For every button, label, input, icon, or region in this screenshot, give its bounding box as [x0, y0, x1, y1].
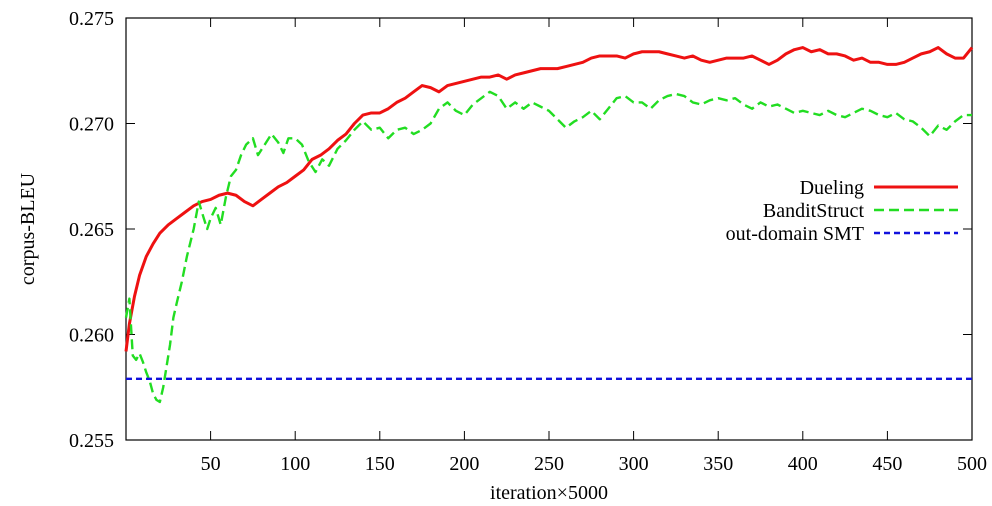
legend-label-0: Dueling — [800, 177, 864, 199]
x-tick-label: 500 — [957, 453, 987, 475]
x-tick-label: 450 — [872, 453, 902, 475]
x-tick-label: 350 — [703, 453, 733, 475]
y-tick-label: 0.270 — [69, 114, 114, 136]
legend-label-1: BanditStruct — [763, 200, 865, 222]
x-tick-label: 100 — [280, 453, 310, 475]
x-tick-label: 400 — [788, 453, 818, 475]
x-tick-label: 300 — [619, 453, 649, 475]
y-tick-label: 0.265 — [69, 219, 114, 241]
y-axis-title: corpus-BLEU — [17, 172, 39, 285]
x-axis-title: iteration×5000 — [490, 482, 608, 504]
legend-label-2: out-domain SMT — [726, 223, 864, 245]
series-line-0 — [124, 46, 974, 352]
y-tick-label: 0.255 — [69, 430, 114, 452]
tick-labels: 50 100 150 200 250 300 350 400 450 500 0.255 0.260 0… — [69, 8, 987, 475]
y-tick-label: 0.275 — [69, 8, 114, 30]
x-tick-label: 250 — [534, 453, 564, 475]
tick-marks — [126, 17, 973, 441]
series-lines — [124, 46, 974, 404]
x-tick-label: 150 — [365, 453, 395, 475]
x-tick-label: 200 — [449, 453, 479, 475]
series-line-1 — [124, 90, 972, 404]
x-tick-label: 50 — [201, 453, 221, 475]
y-tick-label: 0.260 — [69, 325, 114, 347]
